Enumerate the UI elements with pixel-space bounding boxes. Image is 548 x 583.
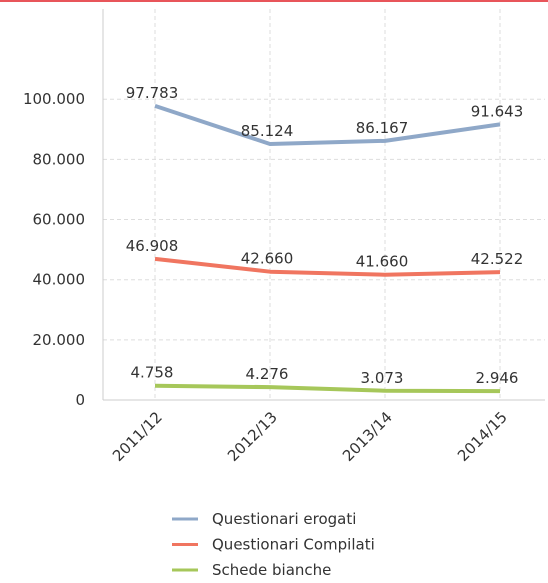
- x-tick-label: 2012/13: [224, 408, 281, 465]
- y-tick-label: 80.000: [33, 150, 86, 168]
- data-label: 91.643: [471, 102, 524, 120]
- data-label: 46.908: [126, 237, 179, 255]
- series-line: [154, 104, 501, 146]
- data-label: 2.946: [476, 369, 519, 387]
- data-label: 41.660: [356, 253, 409, 271]
- x-tick-label: 2011/12: [109, 408, 166, 465]
- y-tick-label: 60.000: [33, 211, 86, 229]
- series-line: [154, 383, 501, 394]
- data-label: 85.124: [241, 122, 294, 140]
- y-tick-label: 20.000: [33, 331, 86, 349]
- y-tick-label: 40.000: [33, 271, 86, 289]
- data-label: 3.073: [361, 369, 404, 387]
- x-tick-label: 2013/14: [339, 408, 396, 465]
- legend-label: Questionari Compilati: [212, 536, 375, 554]
- y-tick-label: 0: [75, 391, 85, 409]
- data-label: 86.167: [356, 119, 409, 137]
- legend-label: Questionari erogati: [212, 510, 356, 528]
- data-label: 42.660: [241, 250, 294, 268]
- data-label: 4.276: [246, 365, 289, 383]
- x-tick-label: 2014/15: [454, 408, 511, 465]
- data-label: 97.783: [126, 84, 179, 102]
- legend-label: Schede bianche: [212, 561, 331, 579]
- data-label: 4.758: [131, 364, 174, 382]
- y-tick-label: 100.000: [23, 90, 85, 108]
- series-line: [154, 256, 501, 277]
- data-label: 42.522: [471, 250, 524, 268]
